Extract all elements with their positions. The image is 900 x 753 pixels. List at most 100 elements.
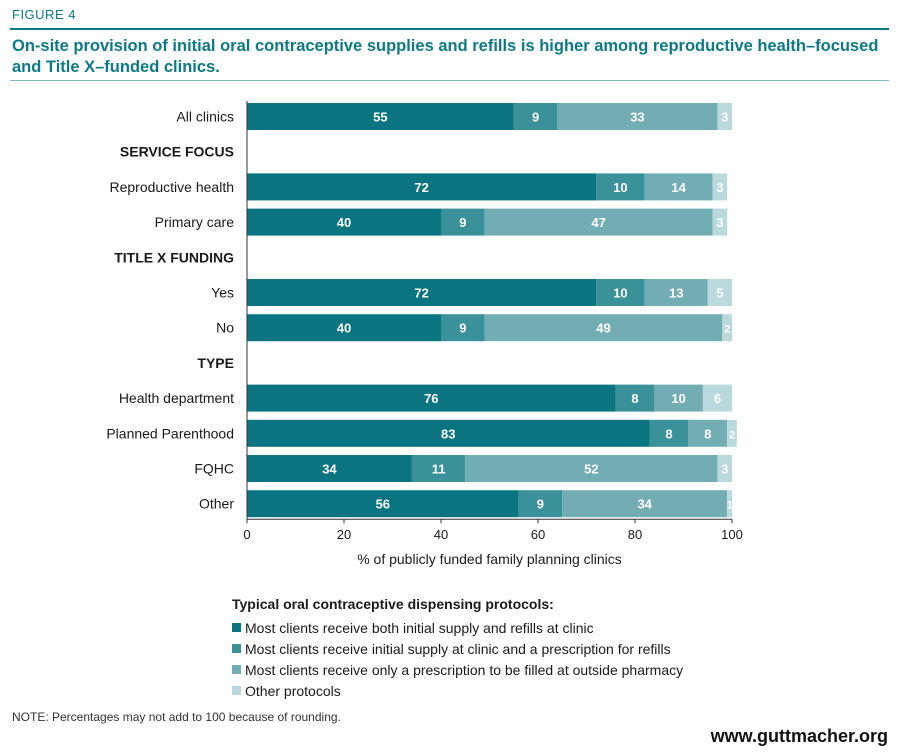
- bar-segment: [727, 490, 732, 518]
- legend: Typical oral contraceptive dispensing pr…: [232, 596, 683, 701]
- data-label: 8: [665, 426, 672, 441]
- data-label: 34: [637, 497, 652, 512]
- bar-segment: [411, 455, 466, 482]
- x-tick-label: 20: [337, 527, 351, 542]
- legend-item: Most clients receive initial supply at c…: [232, 638, 683, 659]
- legend-label: Most clients receive initial supply at c…: [245, 640, 671, 657]
- bar-segment: [247, 419, 650, 447]
- x-tick-label: 40: [434, 527, 448, 542]
- bar-segment: [441, 208, 485, 236]
- bar-segment: [717, 455, 732, 482]
- bar-segment: [247, 314, 441, 342]
- data-label: 2: [724, 324, 730, 336]
- x-tick-label: 60: [531, 527, 545, 542]
- legend-swatch: [232, 623, 241, 632]
- bar-segment: [247, 279, 597, 306]
- bar-segment: [702, 384, 732, 412]
- bar-segment: [596, 279, 645, 306]
- bar-segment: [654, 384, 703, 412]
- legend-item: Other protocols: [232, 680, 683, 701]
- data-label: 10: [613, 286, 627, 301]
- bar-segment: [518, 490, 563, 518]
- x-tick-label: 0: [243, 527, 250, 542]
- data-label: 10: [613, 180, 627, 195]
- x-axis-title: % of publicly funded family planning cli…: [357, 551, 622, 567]
- data-label: 52: [584, 462, 598, 477]
- bar-segment: [513, 103, 558, 130]
- data-label: 83: [441, 426, 455, 441]
- category-label: No: [216, 320, 234, 336]
- bar-segment: [722, 314, 732, 342]
- legend-swatch: [232, 665, 241, 674]
- data-label: 3: [716, 180, 723, 195]
- data-label: 8: [704, 426, 711, 441]
- bar-segment: [596, 173, 645, 201]
- data-label: 47: [591, 215, 605, 230]
- group-header-label: SERVICE FOCUS: [120, 144, 234, 160]
- category-label: All clinics: [176, 109, 234, 125]
- chart-title: On-site provision of initial oral contra…: [12, 37, 879, 76]
- legend-label: Most clients receive both initial supply…: [245, 619, 594, 636]
- category-label: Other: [199, 496, 234, 512]
- data-label: 49: [596, 321, 610, 336]
- bar-segment: [615, 384, 655, 412]
- title-rule: [10, 80, 889, 81]
- data-label: 33: [630, 110, 644, 125]
- bar-segment: [247, 173, 597, 201]
- data-label: 10: [671, 391, 685, 406]
- category-label: Yes: [211, 285, 234, 301]
- x-tick-label: 100: [721, 527, 743, 542]
- data-label: 11: [432, 462, 446, 477]
- legend-swatch: [232, 686, 241, 695]
- data-label: 2: [729, 429, 735, 441]
- bar-segment: [712, 173, 728, 201]
- data-label: 34: [322, 462, 337, 477]
- category-label: Reproductive health: [109, 179, 234, 195]
- data-label: 56: [376, 497, 390, 512]
- group-header-label: TITLE X FUNDING: [114, 249, 234, 265]
- group-header-label: TYPE: [197, 355, 234, 371]
- data-label: 9: [537, 497, 544, 512]
- bar-segment: [247, 490, 519, 518]
- bar-segment: [707, 279, 732, 306]
- bar-segment: [717, 103, 732, 130]
- legend-item: Most clients receive both initial supply…: [232, 617, 683, 638]
- bar-segment: [562, 490, 728, 518]
- legend-label: Most clients receive only a prescription…: [245, 661, 684, 678]
- bar-segment: [247, 384, 616, 412]
- bar-segment: [465, 455, 718, 482]
- legend-label: Other protocols: [245, 682, 341, 699]
- bar-segment: [247, 208, 441, 236]
- bar-segment: [557, 103, 718, 130]
- category-label: Health department: [119, 390, 234, 406]
- data-label: 72: [414, 180, 428, 195]
- data-label: 5: [716, 286, 723, 301]
- x-tick-label: 80: [628, 527, 642, 542]
- bar-segment: [247, 455, 412, 482]
- bar-segment: [441, 314, 485, 342]
- bar-segment: [247, 103, 514, 130]
- top-rule: [10, 28, 889, 30]
- footnote: NOTE: Percentages may not add to 100 bec…: [12, 710, 341, 724]
- data-label: 40: [337, 321, 351, 336]
- bar-segment: [688, 419, 728, 447]
- data-label: 6: [714, 391, 721, 406]
- bar-segment: [649, 419, 689, 447]
- figure-label: FIGURE 4: [12, 7, 76, 22]
- data-label: 55: [373, 110, 387, 125]
- bar-segment: [727, 419, 737, 447]
- data-label: 13: [669, 286, 683, 301]
- data-label: 14: [671, 180, 686, 195]
- data-label: 9: [459, 215, 466, 230]
- data-label: 3: [721, 110, 728, 125]
- legend-title: Typical oral contraceptive dispensing pr…: [232, 596, 554, 612]
- category-label: Planned Parenthood: [106, 425, 234, 441]
- data-label: 9: [459, 321, 466, 336]
- bar-segment: [484, 208, 713, 236]
- legend-item: Most clients receive only a prescription…: [232, 659, 683, 680]
- data-label: 3: [721, 462, 728, 477]
- bar-segment: [484, 314, 723, 342]
- brand-url: www.guttmacher.org: [710, 726, 888, 746]
- data-label: 76: [424, 391, 438, 406]
